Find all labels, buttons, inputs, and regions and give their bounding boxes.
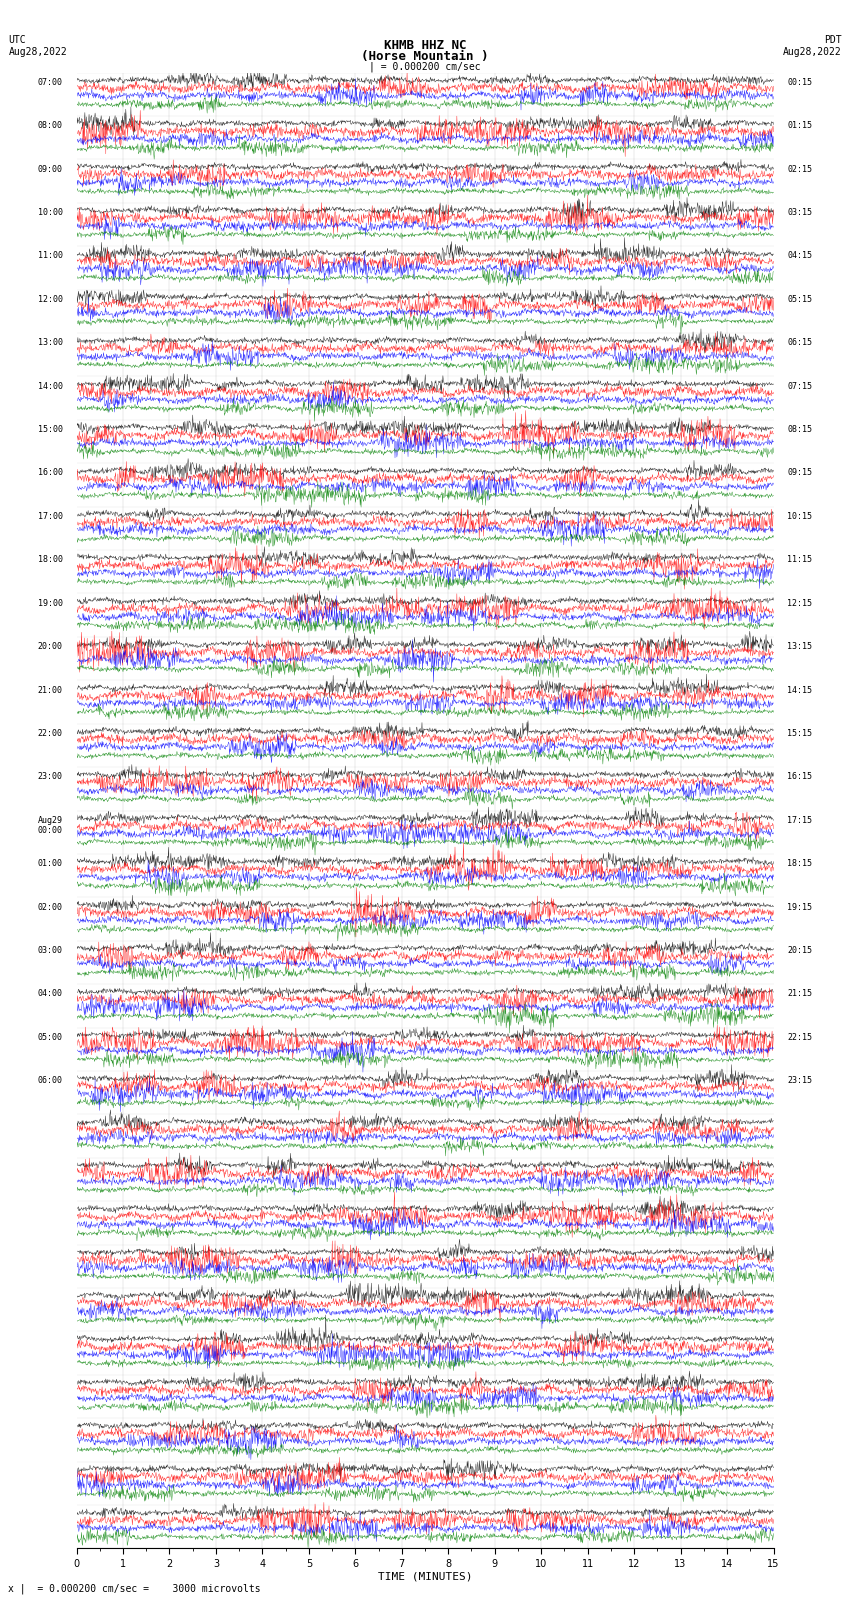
Text: 21:00: 21:00	[37, 686, 63, 695]
Text: x |  = 0.000200 cm/sec =    3000 microvolts: x | = 0.000200 cm/sec = 3000 microvolts	[8, 1582, 261, 1594]
Text: 04:15: 04:15	[787, 252, 813, 260]
Text: 14:15: 14:15	[787, 686, 813, 695]
Text: 06:00: 06:00	[37, 1076, 63, 1086]
Text: 01:00: 01:00	[37, 860, 63, 868]
Text: 05:00: 05:00	[37, 1032, 63, 1042]
Text: 13:15: 13:15	[787, 642, 813, 652]
Text: 10:15: 10:15	[787, 511, 813, 521]
Text: 02:15: 02:15	[787, 165, 813, 174]
Text: 03:15: 03:15	[787, 208, 813, 218]
Text: 09:15: 09:15	[787, 468, 813, 477]
X-axis label: TIME (MINUTES): TIME (MINUTES)	[377, 1571, 473, 1582]
Text: 04:00: 04:00	[37, 989, 63, 998]
Text: 16:00: 16:00	[37, 468, 63, 477]
Text: 19:00: 19:00	[37, 598, 63, 608]
Text: 15:15: 15:15	[787, 729, 813, 737]
Text: UTC
Aug28,2022: UTC Aug28,2022	[8, 35, 67, 56]
Text: 13:00: 13:00	[37, 339, 63, 347]
Text: 23:00: 23:00	[37, 773, 63, 781]
Text: 11:00: 11:00	[37, 252, 63, 260]
Text: 22:15: 22:15	[787, 1032, 813, 1042]
Text: 02:00: 02:00	[37, 903, 63, 911]
Text: 21:15: 21:15	[787, 989, 813, 998]
Text: 03:00: 03:00	[37, 945, 63, 955]
Text: 11:15: 11:15	[787, 555, 813, 565]
Text: 09:00: 09:00	[37, 165, 63, 174]
Text: 17:00: 17:00	[37, 511, 63, 521]
Text: 08:15: 08:15	[787, 426, 813, 434]
Text: 12:00: 12:00	[37, 295, 63, 303]
Text: 16:15: 16:15	[787, 773, 813, 781]
Text: 20:15: 20:15	[787, 945, 813, 955]
Text: 23:15: 23:15	[787, 1076, 813, 1086]
Text: | = 0.000200 cm/sec: | = 0.000200 cm/sec	[369, 61, 481, 73]
Text: 06:15: 06:15	[787, 339, 813, 347]
Text: 18:15: 18:15	[787, 860, 813, 868]
Text: 17:15: 17:15	[787, 816, 813, 824]
Text: 07:15: 07:15	[787, 382, 813, 390]
Text: (Horse Mountain ): (Horse Mountain )	[361, 50, 489, 63]
Text: 08:00: 08:00	[37, 121, 63, 131]
Text: PDT
Aug28,2022: PDT Aug28,2022	[783, 35, 842, 56]
Text: KHMB HHZ NC: KHMB HHZ NC	[383, 39, 467, 52]
Text: 12:15: 12:15	[787, 598, 813, 608]
Text: 14:00: 14:00	[37, 382, 63, 390]
Text: 10:00: 10:00	[37, 208, 63, 218]
Text: 01:15: 01:15	[787, 121, 813, 131]
Text: 18:00: 18:00	[37, 555, 63, 565]
Text: 00:15: 00:15	[787, 77, 813, 87]
Text: 07:00: 07:00	[37, 77, 63, 87]
Text: 05:15: 05:15	[787, 295, 813, 303]
Text: 22:00: 22:00	[37, 729, 63, 737]
Text: Aug29
00:00: Aug29 00:00	[37, 816, 63, 836]
Text: 20:00: 20:00	[37, 642, 63, 652]
Text: 15:00: 15:00	[37, 426, 63, 434]
Text: 19:15: 19:15	[787, 903, 813, 911]
